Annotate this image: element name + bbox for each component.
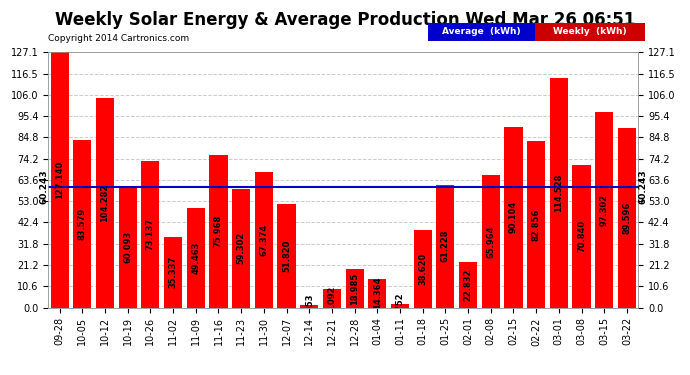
Text: 51.820: 51.820: [282, 239, 291, 272]
Text: Weekly Solar Energy & Average Production Wed Mar 26 06:51: Weekly Solar Energy & Average Production…: [55, 11, 635, 29]
Bar: [300, 305, 318, 308]
Text: 60.243: 60.243: [638, 170, 647, 204]
Text: 60.243: 60.243: [39, 170, 48, 204]
Text: 82.856: 82.856: [531, 208, 541, 241]
Text: 83.579: 83.579: [78, 208, 87, 240]
Bar: [368, 279, 386, 308]
Text: 38.620: 38.620: [418, 253, 427, 285]
Text: 65.964: 65.964: [486, 225, 495, 258]
Bar: [413, 230, 432, 308]
Text: 14.364: 14.364: [373, 277, 382, 309]
Text: Average  (kWh): Average (kWh): [442, 27, 520, 36]
Bar: [323, 289, 341, 308]
Text: 61.228: 61.228: [441, 230, 450, 262]
Bar: [209, 155, 228, 308]
Bar: [482, 175, 500, 308]
Text: 49.463: 49.463: [191, 242, 200, 274]
Text: Copyright 2014 Cartronics.com: Copyright 2014 Cartronics.com: [48, 34, 190, 43]
Text: 90.104: 90.104: [509, 201, 518, 233]
Text: 59.302: 59.302: [237, 232, 246, 264]
Text: 1.053: 1.053: [305, 293, 314, 320]
Text: 9.092: 9.092: [328, 285, 337, 312]
Text: 60.093: 60.093: [124, 231, 132, 263]
Text: Weekly  (kWh): Weekly (kWh): [553, 27, 627, 36]
Bar: [73, 140, 91, 308]
Bar: [187, 208, 205, 308]
Text: 104.282: 104.282: [101, 184, 110, 222]
Bar: [459, 262, 477, 308]
Bar: [232, 189, 250, 308]
Text: 35.337: 35.337: [168, 256, 177, 288]
Bar: [141, 161, 159, 308]
Bar: [550, 78, 568, 308]
Bar: [255, 172, 273, 308]
Bar: [391, 304, 409, 307]
Text: 127.140: 127.140: [55, 161, 64, 199]
Bar: [277, 204, 295, 308]
Text: 1.752: 1.752: [395, 292, 404, 319]
Bar: [119, 187, 137, 308]
Bar: [573, 165, 591, 308]
Text: 18.985: 18.985: [350, 272, 359, 304]
Bar: [96, 98, 114, 308]
Text: 22.832: 22.832: [464, 268, 473, 301]
Bar: [164, 237, 182, 308]
Text: 70.840: 70.840: [577, 220, 586, 252]
Text: 73.137: 73.137: [146, 218, 155, 250]
Bar: [346, 269, 364, 308]
Bar: [595, 112, 613, 308]
Text: 89.596: 89.596: [622, 201, 631, 234]
Bar: [50, 53, 69, 308]
Text: 75.968: 75.968: [214, 215, 223, 248]
Bar: [436, 184, 455, 308]
Bar: [618, 128, 636, 308]
Text: 97.302: 97.302: [600, 194, 609, 226]
Text: 114.528: 114.528: [554, 173, 563, 212]
Bar: [504, 127, 522, 308]
Bar: [527, 141, 545, 308]
Text: 67.374: 67.374: [259, 224, 268, 256]
